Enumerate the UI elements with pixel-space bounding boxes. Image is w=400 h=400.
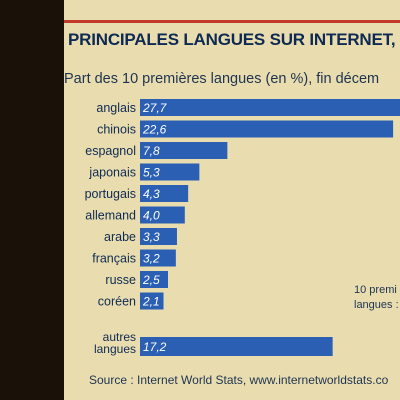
category-label: anglais (96, 101, 136, 115)
value-label: 22,6 (142, 123, 167, 137)
top-rule (64, 20, 400, 23)
bar (140, 206, 185, 224)
bar (140, 249, 176, 267)
value-label: 2,1 (142, 295, 160, 309)
chart-title: PRINCIPALES LANGUES SUR INTERNET, (68, 30, 396, 49)
bar (140, 228, 177, 245)
source-note: Source : Internet World Stats, www.inter… (89, 373, 389, 387)
category-label: japonais (88, 166, 136, 180)
value-label: 27,7 (142, 101, 168, 115)
value-label-other: 17,2 (143, 340, 167, 354)
category-label: allemand (85, 209, 136, 223)
bar (140, 163, 200, 181)
category-label: chinois (97, 123, 136, 137)
value-label: 5,3 (143, 166, 160, 180)
side-note: 10 premi langues : (354, 284, 399, 311)
bar (140, 99, 400, 116)
category-label-other: autres (103, 330, 136, 344)
chart-subtitle: Part des 10 premières langues (en %), fi… (64, 71, 380, 87)
value-label: 4,3 (143, 187, 160, 201)
value-label: 3,2 (143, 252, 160, 266)
category-label-other: langues (94, 342, 136, 356)
bar-chart: anglais 27,7 chinois 22,6 espagnol 7,8 japonai… (85, 99, 400, 356)
bar (140, 271, 168, 288)
bar-other (140, 337, 333, 356)
category-label: arabe (104, 230, 136, 244)
category-label: portugais (85, 187, 136, 201)
value-label: 2,5 (142, 273, 160, 287)
value-label: 7,8 (143, 144, 160, 158)
category-label: coréen (98, 295, 136, 309)
category-label: français (92, 252, 136, 266)
bar (140, 142, 228, 159)
category-label: russe (105, 273, 136, 287)
chart-panel: PRINCIPALES LANGUES SUR INTERNET, Part d… (64, 0, 400, 400)
bar (140, 120, 394, 138)
value-label: 4,0 (143, 209, 160, 223)
bar (140, 292, 164, 310)
category-label: espagnol (85, 144, 136, 158)
bar (140, 185, 189, 202)
value-label: 3,3 (143, 230, 160, 244)
